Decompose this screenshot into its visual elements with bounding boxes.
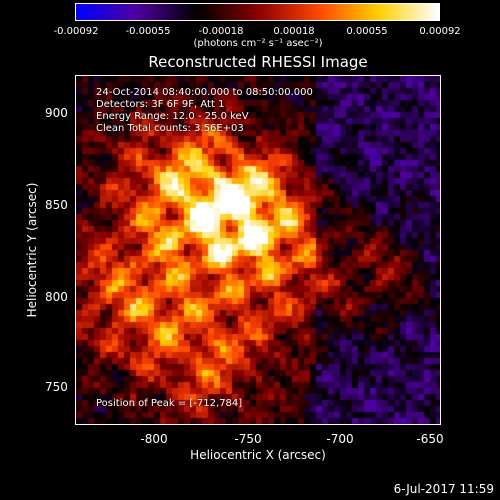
- timestamp: 6-Jul-2017 11:59: [393, 482, 494, 496]
- x-tick-label: -700: [326, 432, 354, 446]
- colorbar-tick: -0.00092: [53, 26, 99, 37]
- y-axis-label: Heliocentric Y (arcsec): [25, 182, 39, 318]
- colorbar-tick: -0.00018: [198, 26, 244, 37]
- x-tick-label: -800: [140, 432, 168, 446]
- colorbar-tick: -0.00055: [125, 26, 171, 37]
- x-tick-label: -650: [416, 432, 444, 446]
- colorbar-units: (photons cm⁻² s⁻¹ asec⁻²): [193, 38, 323, 49]
- peak-position-label: Position of Peak = [-712,784]: [96, 398, 243, 409]
- y-tick-label: 900: [45, 106, 68, 120]
- y-tick-label: 750: [45, 380, 68, 394]
- colorbar-tick: 0.00018: [273, 26, 315, 37]
- colorbar-tick: 0.00092: [419, 26, 461, 37]
- time-range-label: 24-Oct-2014 08:40:00.000 to 08:50:00.000: [96, 87, 313, 98]
- detectors-label: Detectors: 3F 6F 9F, Att 1: [96, 99, 225, 110]
- image-title: Reconstructed RHESSI Image: [148, 53, 368, 71]
- x-axis-label: Heliocentric X (arcsec): [190, 448, 326, 462]
- energy-range-label: Energy Range: 12.0 - 25.0 keV: [96, 111, 249, 122]
- y-tick-label: 850: [45, 198, 68, 212]
- rhessi-image: 24-Oct-2014 08:40:00.000 to 08:50:00.000…: [75, 75, 441, 425]
- colorbar: [75, 3, 440, 21]
- heatmap: [76, 76, 440, 424]
- clean-counts-label: Clean Total counts: 3.56E+03: [96, 123, 244, 134]
- x-tick-label: -750: [234, 432, 262, 446]
- y-tick-label: 800: [45, 290, 68, 304]
- colorbar-tick: 0.00055: [346, 26, 388, 37]
